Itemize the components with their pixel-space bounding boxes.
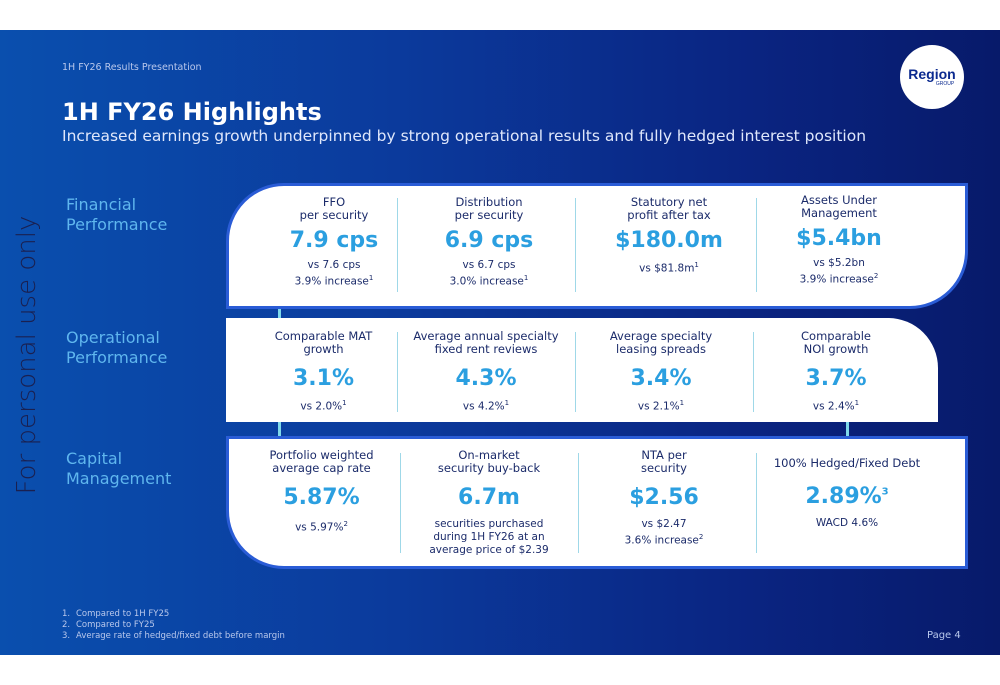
metric-value: 6.9 cps [444,228,534,253]
connector-left-2 [278,422,281,436]
footnote-item: 3. Average rate of hedged/fixed debt befo… [62,631,285,641]
page-number: Page 4 [927,630,961,641]
metric-value: $180.0m [615,228,723,253]
connector-left-1 [278,303,281,321]
metric-cap-rate: Portfolio weighted average cap rate 5.87… [249,439,394,566]
watermark-text: For personal use only [12,215,42,495]
metric-value: 7.9 cps [289,228,379,253]
logo-subtext: GROUP [935,81,955,87]
page-title: 1H FY26 Highlights [62,98,322,126]
metric-aum: Assets Under Management $5.4bn vs $5.2bn… [774,186,904,306]
metric-value: 3.1% [292,366,354,391]
metric-ffo: FFO per security 7.9 cps vs 7.6 cps 3.9%… [269,186,399,306]
connector-right-2 [846,422,849,436]
footnote-item: 1. Compared to 1H FY25 [62,609,170,619]
logo-wordmark: Region [908,66,956,82]
page-subtitle: Increased earnings growth underpinned by… [62,127,867,145]
presentation-label: 1H FY26 Results Presentation [62,62,202,73]
operational-performance-card: Comparable MAT growth 3.1% vs 2.0%1 Aver… [226,318,938,422]
metric-value: $5.4bn [796,226,882,251]
metric-value: 6.7m [458,485,520,510]
section-label-financial: Financial Performance [66,195,168,234]
column-divider [753,332,754,412]
metric-value: 2.89%3 [805,484,889,509]
column-divider [575,332,576,412]
metric-value: $2.56 [629,485,699,510]
metric-comparable-mat: Comparable MAT growth 3.1% vs 2.0%1 [246,318,401,422]
slide: 1H FY26 Results Presentation Region GROU… [0,30,1000,655]
column-divider [397,198,398,292]
column-divider [756,198,757,292]
metric-hedged-debt: 100% Hedged/Fixed Debt 2.89%3 WACD 4.6% [762,439,932,566]
metric-distribution: Distribution per security 6.9 cps vs 6.7… [429,186,549,306]
metric-value: 3.4% [630,366,692,391]
metric-value: 3.7% [805,366,867,391]
metric-value: 5.87% [283,485,360,510]
section-label-capital: Capital Management [66,449,172,488]
column-divider [578,453,579,553]
section-label-operational: Operational Performance [66,328,168,367]
footnote-item: 2. Compared to FY25 [62,620,155,630]
financial-performance-card: FFO per security 7.9 cps vs 7.6 cps 3.9%… [226,183,968,309]
column-divider [575,198,576,292]
metric-leasing-spreads: Average specialty leasing spreads 3.4% v… [596,318,726,422]
footnotes: 1. Compared to 1H FY25 2. Compared to FY25… [62,609,285,642]
region-group-logo: Region GROUP [900,45,964,109]
metric-value: 4.3% [455,366,517,391]
column-divider [756,453,757,553]
metric-nta: NTA per security $2.56 vs $2.47 3.6% inc… [599,439,729,566]
metric-buy-back: On-market security buy-back 6.7m securit… [419,439,559,566]
column-divider [397,332,398,412]
capital-management-card: Portfolio weighted average cap rate 5.87… [226,436,968,569]
metric-statutory-npat: Statutory net profit after tax $180.0m v… [599,186,739,306]
column-divider [400,453,401,553]
metric-fixed-rent-reviews: Average annual specialty fixed rent revi… [406,318,566,422]
metric-noi-growth: Comparable NOI growth 3.7% vs 2.4%1 [771,318,901,422]
